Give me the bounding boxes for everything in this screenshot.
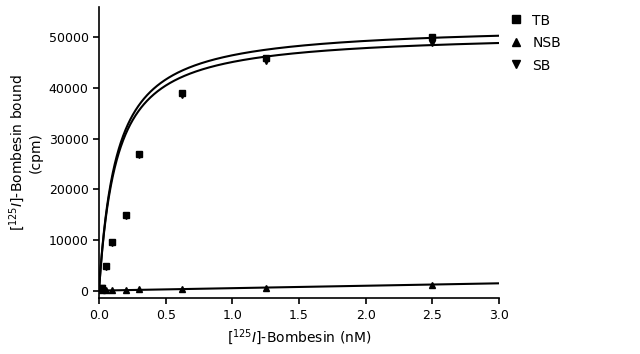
- TB: [99, 286, 106, 290]
- NSB: [179, 286, 186, 291]
- SB: [102, 265, 109, 269]
- NSB: [135, 287, 143, 291]
- SB: [122, 213, 129, 218]
- NSB: [102, 288, 109, 292]
- Y-axis label: $[^{125}I]$-Bombesin bound
(cpm): $[^{125}I]$-Bombesin bound (cpm): [7, 74, 43, 231]
- NSB: [109, 288, 116, 292]
- NSB: [122, 287, 129, 292]
- Legend: TB, NSB, SB: TB, NSB, SB: [510, 14, 561, 73]
- TB: [262, 56, 269, 60]
- Line: NSB: NSB: [99, 281, 436, 293]
- Line: SB: SB: [99, 40, 436, 291]
- TB: [109, 240, 116, 245]
- TB: [122, 212, 129, 217]
- NSB: [429, 282, 436, 287]
- NSB: [99, 288, 106, 292]
- SB: [179, 93, 186, 97]
- SB: [135, 153, 143, 157]
- X-axis label: $[^{125}I]$-Bombesin (nM): $[^{125}I]$-Bombesin (nM): [227, 327, 371, 347]
- TB: [135, 152, 143, 156]
- SB: [262, 58, 269, 63]
- TB: [102, 264, 109, 268]
- Line: TB: TB: [99, 34, 436, 291]
- NSB: [262, 285, 269, 290]
- SB: [429, 41, 436, 46]
- TB: [429, 35, 436, 39]
- SB: [109, 241, 116, 245]
- SB: [99, 286, 106, 290]
- TB: [179, 91, 186, 95]
